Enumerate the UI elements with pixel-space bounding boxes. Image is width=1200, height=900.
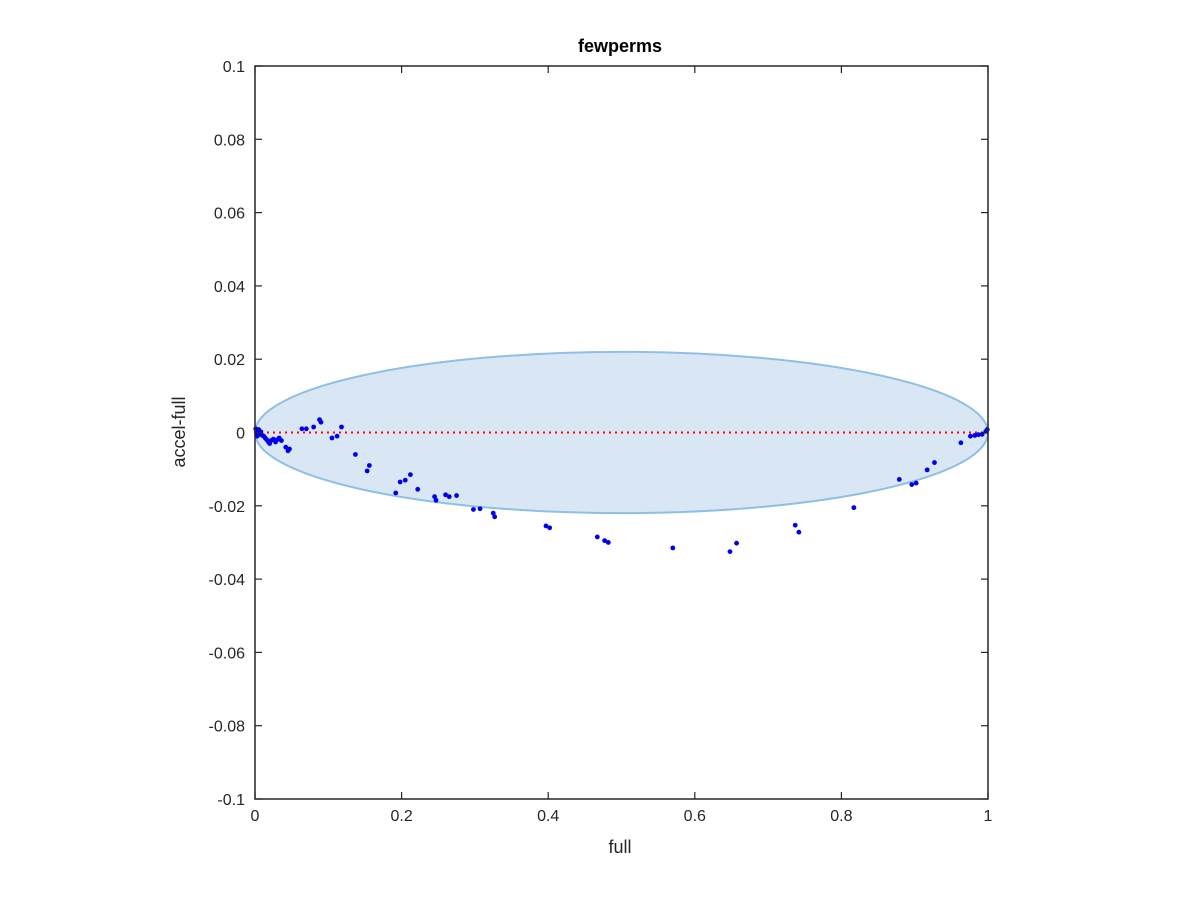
data-point bbox=[851, 505, 857, 511]
data-point bbox=[477, 506, 483, 512]
x-tick-label: 0 bbox=[251, 808, 260, 825]
x-tick-label: 0.2 bbox=[390, 808, 412, 825]
y-tick-label: -0.04 bbox=[209, 572, 246, 589]
data-point bbox=[547, 525, 553, 531]
data-point bbox=[979, 431, 985, 437]
y-axis-label: accel-full bbox=[169, 396, 189, 467]
data-point bbox=[415, 486, 421, 492]
data-points bbox=[253, 417, 990, 555]
data-point bbox=[339, 424, 344, 430]
data-point bbox=[896, 477, 902, 482]
x-tick-label: 0.4 bbox=[537, 808, 559, 825]
data-point bbox=[972, 433, 978, 438]
data-point bbox=[594, 534, 600, 540]
data-point bbox=[446, 494, 452, 500]
axes: 0 0.2 0.4 0.6 0.8 1 0.1 0.08 0.06 0.04 0.02 0 -0.02 -… bbox=[209, 59, 993, 825]
data-point bbox=[932, 460, 937, 465]
y-tick-label: -0.06 bbox=[209, 645, 246, 662]
data-point bbox=[443, 492, 448, 498]
data-point bbox=[913, 480, 919, 486]
data-point bbox=[278, 438, 284, 443]
data-point bbox=[318, 419, 324, 425]
data-point bbox=[976, 432, 981, 438]
data-point bbox=[968, 433, 973, 439]
y-tick-label: 0.06 bbox=[214, 206, 245, 223]
data-point bbox=[602, 538, 608, 544]
data-point bbox=[366, 463, 372, 468]
plot-area bbox=[254, 66, 989, 799]
data-point bbox=[958, 440, 964, 446]
x-tick-label: 1 bbox=[984, 808, 993, 825]
chart-title: fewperms bbox=[578, 36, 662, 56]
data-point bbox=[909, 482, 915, 487]
data-point bbox=[433, 497, 439, 503]
data-point bbox=[796, 529, 802, 535]
data-point bbox=[471, 507, 476, 512]
y-tick-label: 0.1 bbox=[223, 59, 245, 76]
data-point bbox=[311, 424, 317, 430]
data-point bbox=[454, 493, 459, 498]
data-point bbox=[734, 540, 739, 546]
data-point bbox=[605, 540, 611, 545]
data-point bbox=[670, 545, 676, 551]
data-point bbox=[393, 490, 399, 496]
data-point bbox=[432, 494, 437, 500]
data-point bbox=[287, 446, 292, 452]
data-point bbox=[329, 435, 335, 441]
data-point bbox=[283, 444, 289, 450]
y-tick-label: -0.08 bbox=[209, 719, 246, 736]
y-tick-label: 0 bbox=[236, 426, 245, 443]
y-tick-label: 0.04 bbox=[214, 279, 245, 296]
y-tick-label: 0.08 bbox=[214, 132, 245, 149]
data-point bbox=[364, 468, 370, 474]
x-tick-label: 0.8 bbox=[830, 808, 852, 825]
x-tick-label: 0.6 bbox=[684, 808, 706, 825]
data-point bbox=[402, 477, 408, 483]
data-point bbox=[353, 452, 358, 457]
y-tick-label: -0.1 bbox=[217, 792, 245, 809]
y-tick-label: 0.02 bbox=[214, 352, 245, 369]
data-point bbox=[303, 426, 309, 432]
data-point bbox=[397, 479, 403, 485]
data-point bbox=[727, 549, 733, 555]
data-point bbox=[543, 523, 549, 529]
data-point bbox=[299, 426, 305, 432]
data-point bbox=[792, 522, 798, 528]
data-point bbox=[492, 514, 498, 520]
data-point bbox=[924, 467, 930, 473]
data-point bbox=[334, 433, 340, 439]
data-point bbox=[407, 472, 413, 478]
y-tick-label: -0.02 bbox=[209, 499, 246, 516]
data-point bbox=[490, 510, 496, 516]
x-axis-label: full bbox=[608, 837, 631, 857]
